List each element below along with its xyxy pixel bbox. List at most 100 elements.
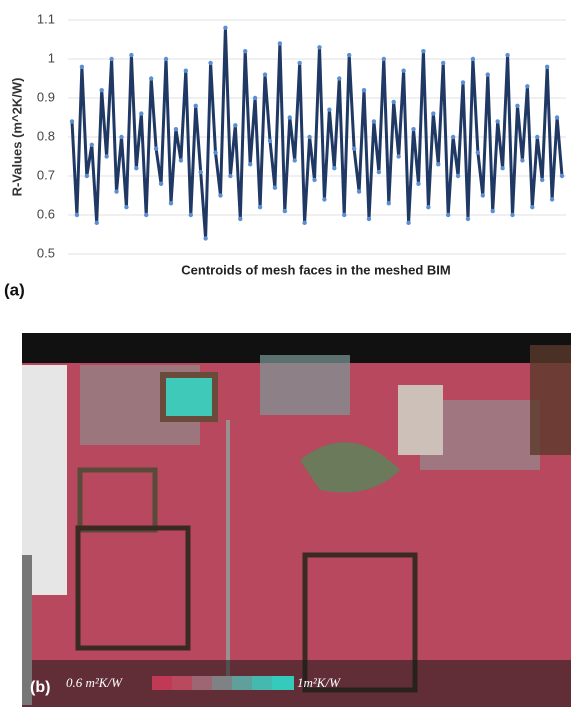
data-point [530,205,534,209]
data-point [451,135,455,139]
colorbar-max-label: 1m²K/W [297,675,341,690]
data-point [317,45,321,49]
data-point [387,201,391,205]
y-tick-label: 0.6 [37,206,55,221]
data-point [510,213,514,217]
data-point [75,213,79,217]
data-point [233,123,237,127]
data-point [436,162,440,166]
x-axis-label: Centroids of mesh faces in the meshed BI… [181,262,450,277]
data-point [179,158,183,162]
data-point [90,143,94,147]
data-point [401,69,405,73]
data-point [505,53,509,57]
data-point [174,127,178,131]
y-tick-label: 1.1 [37,11,55,26]
data-point [322,197,326,201]
data-point [441,61,445,65]
data-point [525,84,529,88]
data-point [278,41,282,45]
y-tick-label: 0.9 [37,89,55,104]
data-point [203,236,207,240]
data-point [367,217,371,221]
render-image [22,333,571,707]
data-point [411,127,415,131]
data-point [515,104,519,108]
data-point [184,69,188,73]
data-point [312,178,316,182]
data-point [159,182,163,186]
data-point [481,193,485,197]
data-point [104,154,108,158]
data-point [396,154,400,158]
data-point [392,100,396,104]
data-point [268,139,272,143]
data-point [500,166,504,170]
data-point [248,162,252,166]
data-point [461,80,465,84]
data-point [362,88,366,92]
data-point [377,170,381,174]
data-point [555,115,559,119]
data-point [223,26,227,30]
data-point [208,61,212,65]
data-point [327,108,331,112]
data-point [540,178,544,182]
data-point [431,111,435,115]
data-point [560,174,564,178]
data-point [213,150,217,154]
data-point [218,193,222,197]
data-point [243,49,247,53]
data-point [144,213,148,217]
data-point [293,158,297,162]
data-point [228,174,232,178]
data-point [342,213,346,217]
data-point [99,88,103,92]
y-tick-label: 1 [48,50,55,65]
data-point [283,209,287,213]
data-point [119,135,123,139]
data-point [426,205,430,209]
data-point [139,111,143,115]
data-point [347,53,351,57]
data-point [446,213,450,217]
data-point [253,96,257,100]
y-tick-label: 0.5 [37,245,55,260]
data-point [85,174,89,178]
colorbar [152,676,294,690]
data-point [154,147,158,151]
data-point [535,135,539,139]
data-point [476,150,480,154]
data-point [288,115,292,119]
colorbar-min-label: 0.6 m²K/W [66,675,123,690]
data-point [189,213,193,217]
data-point [520,158,524,162]
data-point [114,189,118,193]
y-tick-label: 0.8 [37,128,55,143]
data-point [550,197,554,201]
data-point [302,221,306,225]
panel-label: (b) [30,679,50,696]
data-point [164,57,168,61]
data-point [263,72,267,76]
data-point [70,119,74,123]
data-point [416,182,420,186]
data-point [258,205,262,209]
data-point [545,65,549,69]
data-point [406,221,410,225]
data-point [297,61,301,65]
data-point [149,76,153,80]
data-point [134,166,138,170]
data-point [495,119,499,123]
data-point [95,221,99,225]
data-point [273,186,277,190]
data-point [357,189,361,193]
data-point [352,147,356,151]
data-point [337,76,341,80]
data-point [421,49,425,53]
data-point [491,209,495,213]
data-point [238,217,242,221]
data-point [80,65,84,69]
data-point [307,135,311,139]
data-point [109,57,113,61]
